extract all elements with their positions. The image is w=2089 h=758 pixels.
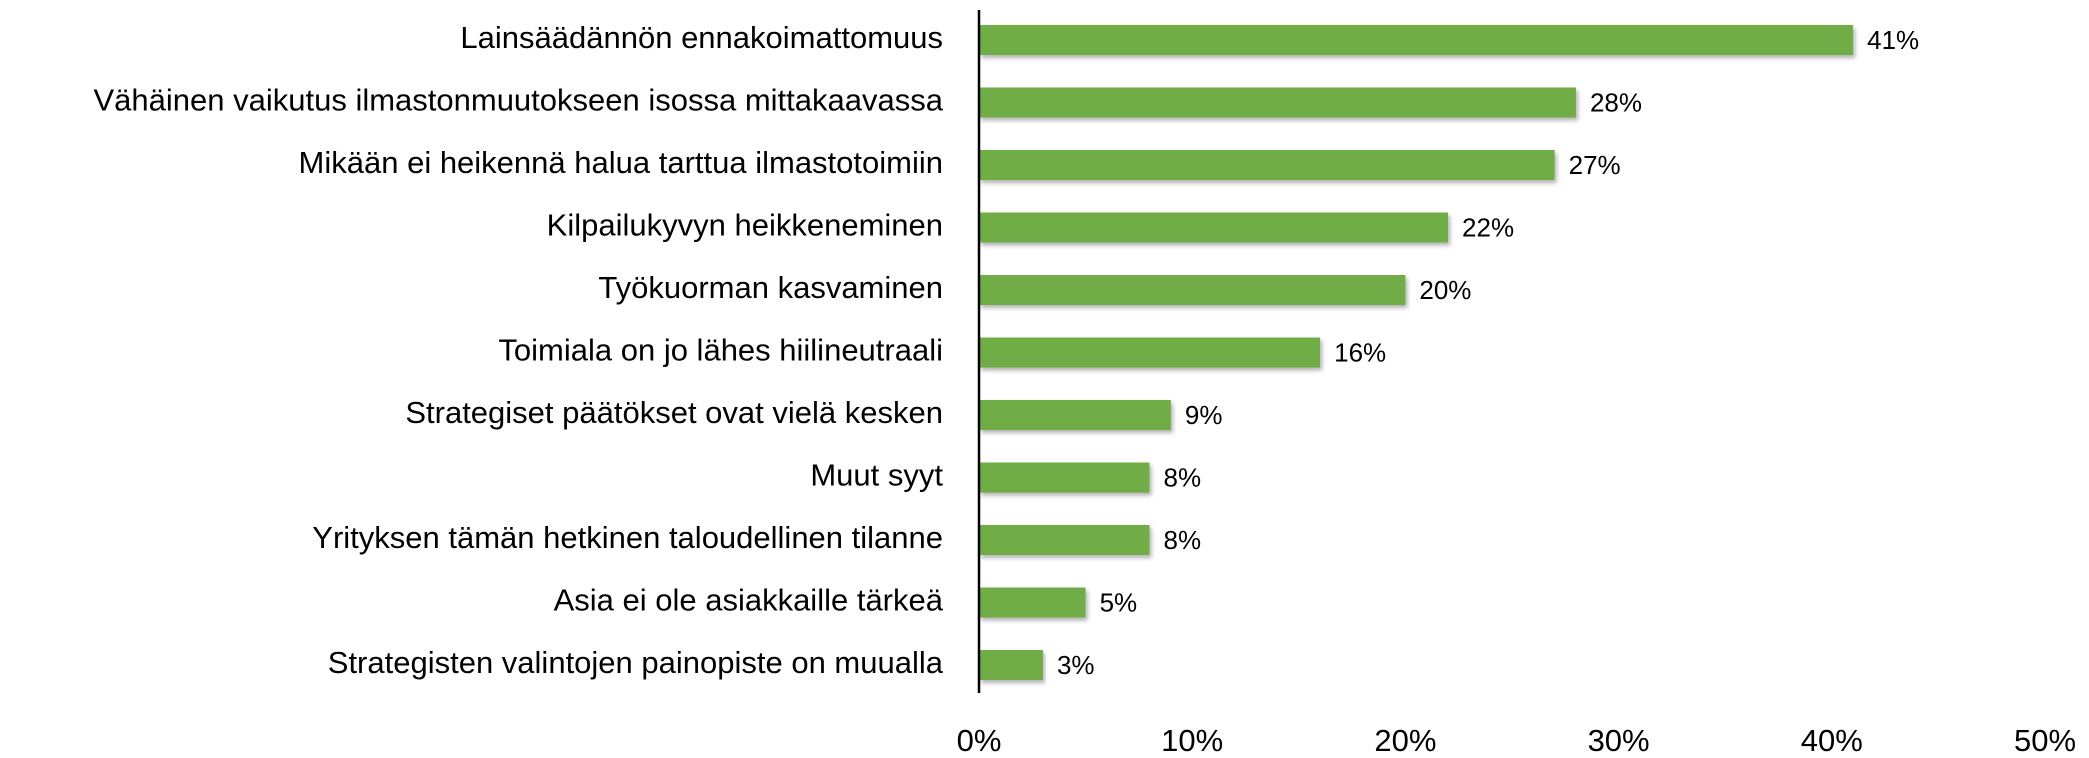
bar	[979, 150, 1555, 180]
bar	[979, 87, 1576, 118]
bar	[979, 400, 1171, 430]
value-label: 28%	[1590, 87, 1642, 117]
x-tick-label: 40%	[1801, 723, 1863, 758]
x-tick-label: 30%	[1588, 723, 1650, 758]
category-label: Asia ei ole asiakkaille tärkeä	[554, 583, 944, 618]
bar	[979, 587, 1086, 618]
bar	[979, 462, 1150, 493]
category-label: Strategiset päätökset ovat vielä kesken	[405, 395, 943, 430]
category-label: Mikään ei heikennä halua tarttua ilmasto…	[299, 145, 943, 180]
bar	[979, 337, 1321, 368]
category-label: Kilpailukyvyn heikkeneminen	[547, 208, 943, 243]
category-label: Toimiala on jo lähes hiilineutraali	[498, 333, 943, 368]
x-tick-label: 0%	[957, 723, 1002, 758]
value-label: 3%	[1057, 650, 1095, 680]
value-label: 16%	[1334, 337, 1386, 367]
value-label: 20%	[1419, 275, 1471, 305]
x-tick-label: 10%	[1161, 723, 1223, 758]
value-label: 5%	[1100, 587, 1138, 617]
bar	[979, 212, 1449, 243]
x-tick-label: 20%	[1374, 723, 1436, 758]
category-label: Lainsäädännön ennakoimattomuus	[460, 20, 943, 55]
value-label: 22%	[1462, 212, 1514, 242]
bar	[979, 25, 1854, 55]
category-label: Yrityksen tämän hetkinen taloudellinen t…	[312, 520, 943, 555]
category-label: Strategisten valintojen painopiste on mu…	[328, 645, 944, 680]
bar	[979, 525, 1150, 555]
category-label: Muut syyt	[810, 458, 943, 493]
category-label: Vähäinen vaikutus ilmastonmuutokseen iso…	[93, 83, 943, 118]
x-tick-label: 50%	[2014, 723, 2076, 758]
value-label: 8%	[1164, 462, 1202, 492]
bar	[979, 275, 1406, 305]
value-label: 27%	[1569, 150, 1621, 180]
category-label: Työkuorman kasvaminen	[598, 270, 943, 305]
value-label: 8%	[1164, 525, 1202, 555]
bar	[979, 650, 1043, 680]
value-label: 41%	[1867, 25, 1919, 55]
value-label: 9%	[1185, 400, 1223, 430]
